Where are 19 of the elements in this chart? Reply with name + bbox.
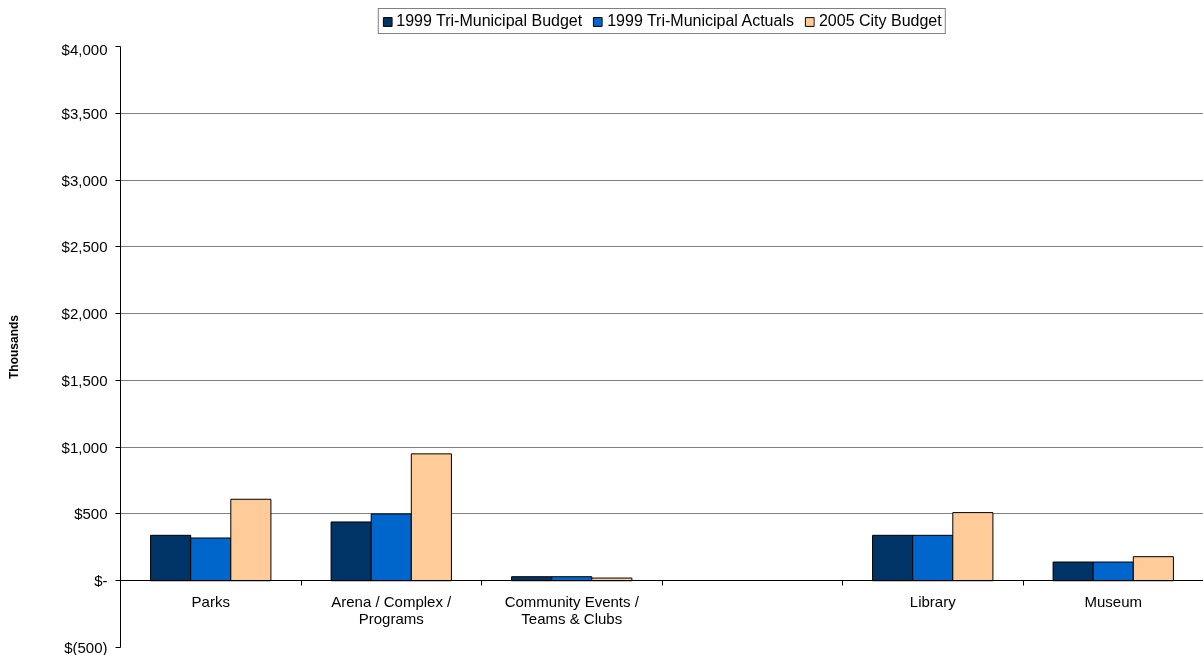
y-tick-label: $(500) bbox=[64, 638, 108, 655]
x-tick-label: Arena / Complex / Programs bbox=[331, 592, 453, 627]
legend-label: 1999 Tri-Municipal Budget bbox=[396, 12, 583, 30]
y-tick-label: $4,000 bbox=[61, 40, 108, 58]
x-tick-label: Parks bbox=[191, 592, 230, 610]
legend-label: 1999 Tri-Municipal Actuals bbox=[607, 12, 794, 30]
x-tick-label: Community Events / Teams & Clubs bbox=[504, 592, 640, 627]
y-tick-label: $- bbox=[94, 572, 108, 590]
y-axis-title: Thousands bbox=[6, 314, 21, 379]
y-tick-label: $2,000 bbox=[61, 305, 108, 323]
legend-label: 2005 City Budget bbox=[818, 12, 942, 30]
y-tick-label: $500 bbox=[74, 505, 108, 523]
x-tick-label: Library bbox=[909, 592, 957, 610]
y-tick-label: $1,000 bbox=[61, 438, 108, 456]
y-tick-label: $3,000 bbox=[61, 171, 108, 189]
y-tick-label: $3,500 bbox=[61, 104, 108, 122]
x-tick-label: Museum bbox=[1084, 592, 1143, 610]
y-tick-label: $1,500 bbox=[61, 371, 108, 389]
y-tick-label: $2,500 bbox=[61, 238, 108, 256]
